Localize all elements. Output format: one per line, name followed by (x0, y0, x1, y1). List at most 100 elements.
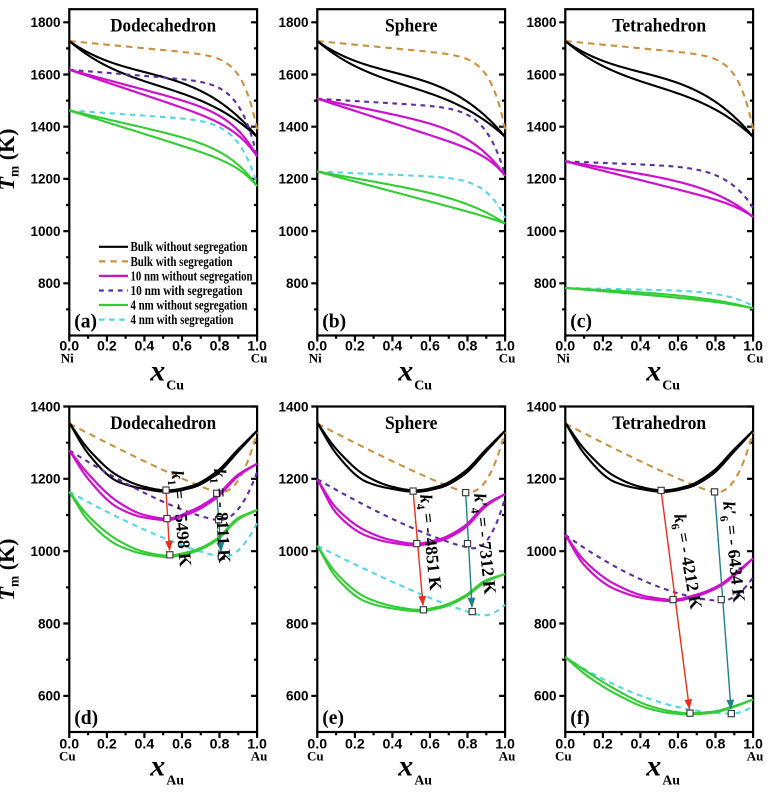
svg-text:800: 800 (286, 276, 309, 291)
svg-text:4 nm without segregation: 4 nm without segregation (131, 297, 249, 312)
svg-text:(c): (c) (570, 312, 592, 333)
svg-text:0.2: 0.2 (593, 339, 613, 355)
svg-text:1000: 1000 (526, 544, 556, 559)
svg-text:600: 600 (38, 689, 61, 704)
svg-text:600: 600 (534, 689, 557, 704)
svg-text:Au: Au (662, 774, 680, 789)
svg-text:1200: 1200 (526, 172, 556, 187)
svg-text:1800: 1800 (30, 15, 60, 30)
svg-text:0.2: 0.2 (593, 737, 613, 753)
svg-text:0.8: 0.8 (458, 737, 478, 753)
svg-text:0.0: 0.0 (59, 339, 79, 355)
svg-text:x: x (397, 750, 413, 783)
svg-text:Dodecahedron: Dodecahedron (110, 17, 217, 37)
svg-text:Ni: Ni (309, 351, 322, 366)
svg-text:Cu: Cu (747, 351, 764, 366)
svg-text:Bulk without segregation: Bulk without segregation (131, 239, 249, 254)
svg-text:1400: 1400 (278, 399, 308, 414)
svg-text:Tetrahedron: Tetrahedron (612, 414, 707, 434)
svg-text:1000: 1000 (278, 224, 308, 239)
svg-text:1400: 1400 (526, 120, 556, 135)
svg-text:0.2: 0.2 (97, 339, 117, 355)
svg-text:Cu: Cu (499, 351, 516, 366)
svg-text:(d): (d) (74, 708, 98, 729)
svg-text:1600: 1600 (278, 67, 308, 82)
svg-text:Cu: Cu (662, 379, 680, 394)
svg-text:x: x (397, 355, 413, 388)
svg-text:800: 800 (534, 276, 557, 291)
svg-text:Au: Au (414, 774, 432, 789)
svg-text:Tetrahedron: Tetrahedron (612, 17, 707, 37)
svg-text:0.0: 0.0 (307, 737, 327, 753)
svg-text:Sphere: Sphere (385, 414, 438, 434)
svg-text:0.8: 0.8 (458, 339, 478, 355)
svg-text:800: 800 (534, 616, 557, 631)
svg-text:1.0: 1.0 (495, 339, 515, 355)
svg-text:1000: 1000 (30, 544, 60, 559)
svg-text:Tm (K): Tm (K) (0, 129, 22, 191)
svg-text:1000: 1000 (278, 544, 308, 559)
svg-text:1200: 1200 (278, 472, 308, 487)
svg-text:1400: 1400 (278, 120, 308, 135)
svg-text:Au: Au (166, 774, 184, 789)
svg-text:1800: 1800 (526, 15, 556, 30)
svg-text:Bulk with segregation: Bulk with segregation (131, 254, 234, 269)
svg-text:x: x (149, 750, 165, 783)
svg-text:Au: Au (499, 749, 516, 764)
svg-text:(b): (b) (322, 312, 346, 333)
svg-text:0.8: 0.8 (706, 339, 726, 355)
svg-text:0.2: 0.2 (97, 737, 117, 753)
svg-text:Cu: Cu (251, 351, 268, 366)
svg-text:Dodecahedron: Dodecahedron (110, 414, 217, 434)
svg-text:1000: 1000 (526, 224, 556, 239)
svg-text:1600: 1600 (526, 67, 556, 82)
svg-text:0.4: 0.4 (631, 339, 651, 355)
svg-text:1400: 1400 (30, 120, 60, 135)
svg-text:1.0: 1.0 (743, 737, 763, 753)
svg-text:1.0: 1.0 (247, 339, 267, 355)
svg-text:1800: 1800 (278, 15, 308, 30)
svg-text:1400: 1400 (526, 399, 556, 414)
svg-text:Cu: Cu (166, 379, 184, 394)
svg-text:Cu: Cu (307, 749, 324, 764)
svg-text:1000: 1000 (30, 224, 60, 239)
svg-text:(f): (f) (570, 708, 589, 729)
svg-text:0.8: 0.8 (210, 339, 230, 355)
svg-text:0.4: 0.4 (631, 737, 651, 753)
svg-text:0.0: 0.0 (59, 737, 79, 753)
svg-text:0.0: 0.0 (555, 737, 575, 753)
svg-text:0.6: 0.6 (172, 737, 192, 753)
svg-text:0.4: 0.4 (135, 339, 155, 355)
svg-text:0.8: 0.8 (210, 737, 230, 753)
svg-text:x: x (645, 750, 661, 783)
svg-text:1.0: 1.0 (743, 339, 763, 355)
svg-text:0.6: 0.6 (420, 339, 440, 355)
svg-text:1400: 1400 (30, 399, 60, 414)
svg-text:0.2: 0.2 (345, 339, 365, 355)
svg-text:Sphere: Sphere (385, 17, 438, 37)
svg-text:Au: Au (251, 749, 268, 764)
svg-text:0.0: 0.0 (555, 339, 575, 355)
svg-text:0.6: 0.6 (668, 339, 688, 355)
svg-text:1600: 1600 (30, 67, 60, 82)
svg-text:600: 600 (286, 689, 309, 704)
svg-text:Cu: Cu (59, 749, 76, 764)
svg-text:Tm (K): Tm (K) (0, 539, 22, 601)
svg-text:10 nm without segregation: 10 nm without segregation (131, 268, 254, 283)
svg-text:800: 800 (286, 616, 309, 631)
svg-text:x: x (645, 355, 661, 388)
svg-text:0.8: 0.8 (706, 737, 726, 753)
svg-text:Au: Au (747, 749, 764, 764)
svg-text:x: x (149, 355, 165, 388)
svg-text:1.0: 1.0 (247, 737, 267, 753)
svg-text:0.2: 0.2 (345, 737, 365, 753)
svg-text:0.6: 0.6 (172, 339, 192, 355)
svg-text:(a): (a) (74, 312, 97, 333)
svg-text:k1 = - 8111 K: k1 = - 8111 K (207, 468, 235, 564)
svg-text:(e): (e) (322, 708, 344, 729)
svg-text:4 nm with segregation: 4 nm with segregation (131, 312, 235, 327)
svg-text:800: 800 (38, 616, 61, 631)
svg-text:0.4: 0.4 (383, 339, 403, 355)
svg-text:Cu: Cu (555, 749, 572, 764)
svg-text:0.6: 0.6 (420, 737, 440, 753)
